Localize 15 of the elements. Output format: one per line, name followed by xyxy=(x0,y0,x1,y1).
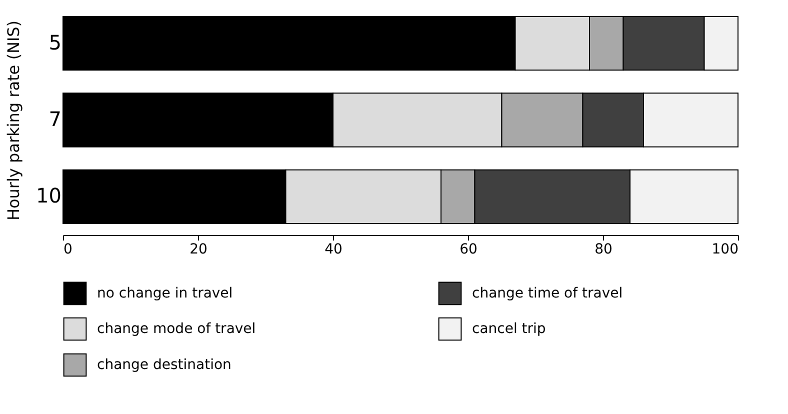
legend-label: change time of travel xyxy=(472,285,623,302)
x-tick-label: 20 xyxy=(190,242,208,258)
legend-label: no change in travel xyxy=(97,285,233,302)
y-axis-title: Hourly parking rate (NIS) xyxy=(4,20,24,221)
legend-label: change mode of travel xyxy=(97,321,256,337)
x-tick-label: 40 xyxy=(324,242,342,258)
y-tick-label: 10 xyxy=(36,184,62,208)
x-tick-label: 80 xyxy=(594,242,612,258)
y-tick-label: 7 xyxy=(48,107,62,131)
x-tick-label: 60 xyxy=(460,242,478,258)
y-tick-label: 5 xyxy=(48,30,62,54)
legend-label: cancel trip xyxy=(472,321,546,337)
x-tick-label: 100 xyxy=(712,242,738,258)
x-tick-label: 0 xyxy=(64,242,72,258)
legend-label: change destination xyxy=(97,357,232,373)
